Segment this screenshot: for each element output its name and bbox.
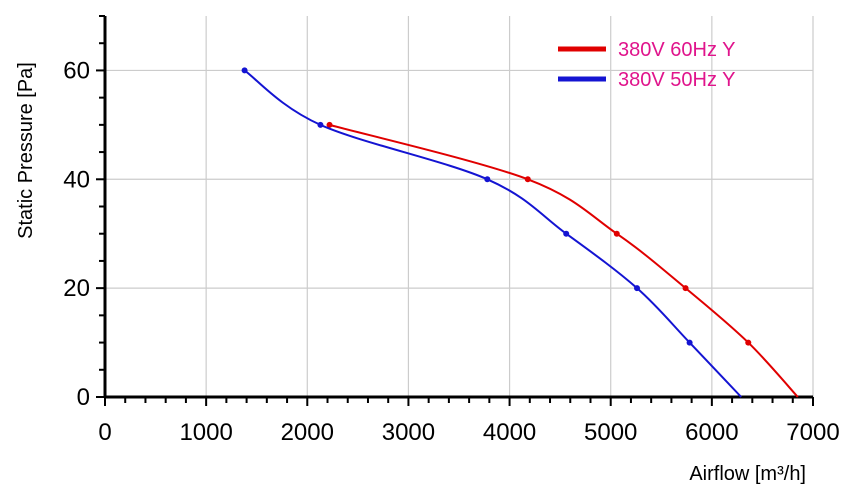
- data-point-series-2-4: [563, 230, 570, 237]
- data-point-series-2-2: [317, 121, 324, 128]
- grid-lines: [105, 16, 814, 397]
- data-point-series-1-2: [524, 176, 531, 183]
- x-tick-label-2000: 2000: [281, 419, 334, 446]
- series-layer: [241, 67, 799, 398]
- data-point-series-2-1: [241, 67, 248, 74]
- legend-label-1: 380V 60Hz Y: [618, 39, 736, 61]
- legend-label-2: 380V 50Hz Y: [618, 69, 736, 91]
- x-tick-label-1000: 1000: [179, 419, 232, 446]
- data-point-series-2-5: [634, 285, 641, 292]
- y-tick-label-0: 0: [77, 384, 90, 411]
- data-point-series-1-1: [326, 121, 333, 128]
- y-tick-label-40: 40: [63, 166, 90, 193]
- x-tick-label-0: 0: [98, 419, 111, 446]
- x-tick-label-7000: 7000: [786, 419, 839, 446]
- legend: 380V 60Hz Y 380V 50Hz Y: [558, 39, 736, 91]
- data-point-series-2-6: [686, 339, 693, 346]
- x-tick-label-4000: 4000: [483, 419, 536, 446]
- data-point-series-1-4: [682, 285, 689, 292]
- series-line-2: [243, 69, 742, 398]
- tick-marks: [96, 15, 814, 406]
- x-tick-label-5000: 5000: [584, 419, 637, 446]
- data-point-series-1-3: [613, 230, 620, 237]
- y-tick-label-20: 20: [63, 275, 90, 302]
- y-tick-label-60: 60: [63, 57, 90, 84]
- data-point-series-2-3: [484, 176, 491, 183]
- data-point-series-1-5: [745, 339, 752, 346]
- tick-labels: 0 1000 2000 3000 4000 5000 6000 7000 0 20 40 60: [63, 57, 839, 446]
- y-axis-label: Static Pressure [Pa]: [15, 62, 37, 239]
- series-line-1: [329, 123, 799, 398]
- x-tick-label-3000: 3000: [382, 419, 435, 446]
- x-axis-label: Airflow [m³/h]: [689, 463, 806, 485]
- x-tick-label-6000: 6000: [685, 419, 738, 446]
